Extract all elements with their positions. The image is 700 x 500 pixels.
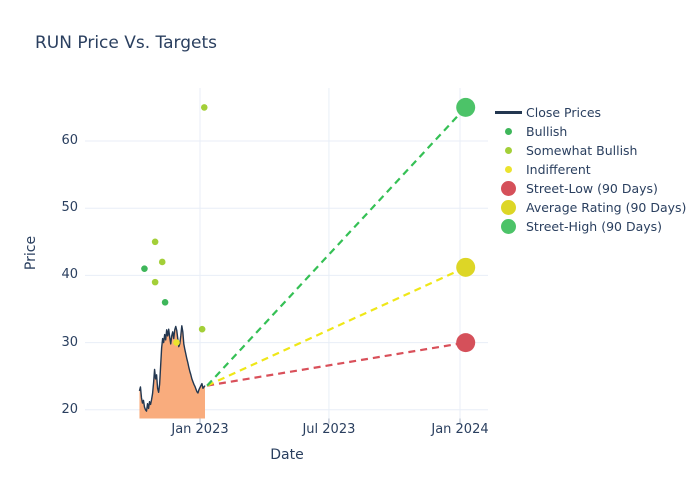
legend-item-street-low-days[interactable]: Street-Low (90 Days) xyxy=(490,179,686,198)
legend-label: Average Rating (90 Days) xyxy=(526,200,687,215)
target-marker-street-high-days[interactable] xyxy=(456,97,476,117)
legend-item-indifferent[interactable]: Indifferent xyxy=(490,160,686,179)
target-marker-average-rating-days[interactable] xyxy=(456,257,476,277)
legend-label: Street-High (90 Days) xyxy=(526,219,663,234)
legend-label: Street-Low (90 Days) xyxy=(526,181,658,196)
target-line-average-rating-days xyxy=(206,266,467,387)
y-tick-label: 20 xyxy=(61,401,78,417)
legend-circle-icon xyxy=(490,200,526,215)
legend-dot-icon xyxy=(490,166,526,173)
legend-dot-icon xyxy=(490,128,526,135)
legend-circle-icon xyxy=(490,181,526,196)
close-prices-line[interactable] xyxy=(138,325,206,412)
legend-label: Bullish xyxy=(526,124,568,139)
legend-label: Close Prices xyxy=(526,105,602,120)
legend-circle-icon xyxy=(490,219,526,234)
y-tick-label: 50 xyxy=(61,200,78,216)
legend-label: Somewhat Bullish xyxy=(526,143,638,158)
target-line-street-low-days xyxy=(206,341,466,387)
y-tick-label: 30 xyxy=(61,334,78,350)
legend-item-street-high-days[interactable]: Street-High (90 Days) xyxy=(490,217,686,236)
legend: Close Prices Bullish Somewhat Bullish Indif… xyxy=(490,103,686,236)
legend-dot-icon xyxy=(490,147,526,154)
x-axis-title: Date xyxy=(270,447,304,463)
close-prices-area xyxy=(139,325,205,419)
target-line-street-high-days xyxy=(206,106,467,387)
legend-line-icon xyxy=(490,111,526,114)
chart-title: RUN Price Vs. Targets xyxy=(35,33,217,53)
y-tick-label: 40 xyxy=(61,267,78,283)
rating-dots-indifferent[interactable] xyxy=(173,339,180,346)
x-tick-label: Jul 2023 xyxy=(302,422,356,437)
x-tick-label: Jan 2024 xyxy=(431,422,489,437)
legend-item-somewhat-bullish[interactable]: Somewhat Bullish xyxy=(490,141,686,160)
y-tick-label: 60 xyxy=(61,133,78,148)
y-axis-title: Price xyxy=(23,235,39,271)
legend-item-bullish[interactable]: Bullish xyxy=(490,122,686,141)
x-tick-label: Jan 2023 xyxy=(171,422,229,437)
legend-label: Indifferent xyxy=(526,162,591,177)
legend-item-close-prices[interactable]: Close Prices xyxy=(490,103,686,122)
gridlines xyxy=(85,88,488,424)
legend-item-average-rating-days[interactable]: Average Rating (90 Days) xyxy=(490,198,686,217)
target-marker-street-low-days[interactable] xyxy=(456,333,476,353)
rating-dots-somewhat-bullish[interactable] xyxy=(151,104,208,333)
rating-dots-bullish[interactable] xyxy=(141,265,169,306)
